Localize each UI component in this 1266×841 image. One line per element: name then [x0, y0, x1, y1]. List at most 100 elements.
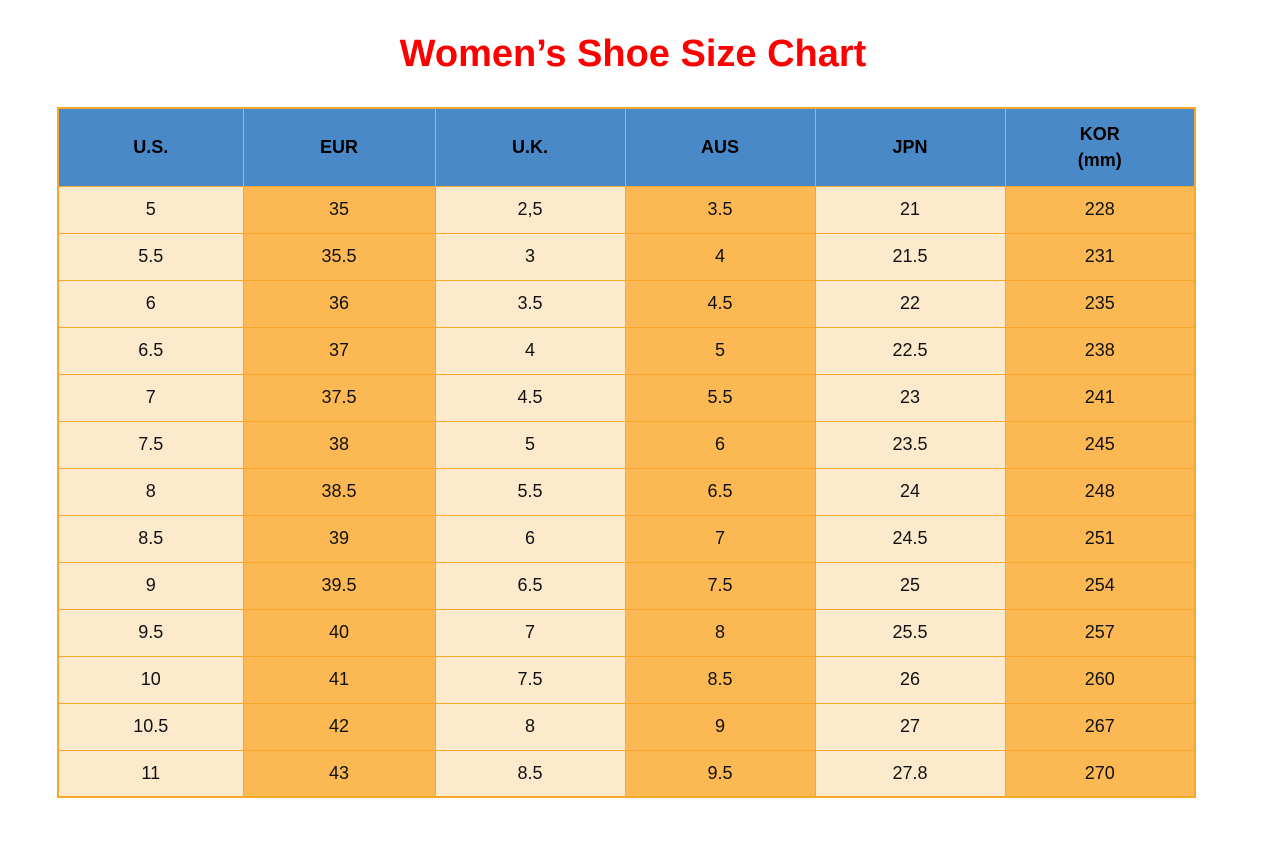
table-row: 11 43 8.5 9.5 27.8 270	[57, 749, 1196, 798]
table-cell: 5	[434, 420, 626, 469]
table-cell: 4	[434, 326, 626, 375]
column-header-kor-mm: KOR (mm)	[1004, 107, 1196, 187]
table-cell: 9	[624, 702, 816, 751]
table-cell: 41	[242, 655, 436, 704]
table-cell: 39	[242, 514, 436, 563]
table-cell: 6	[434, 514, 626, 563]
table-cell: 22	[814, 279, 1006, 328]
shoe-size-table-container: U.S. EUR U.K. AUS JPN KOR (mm) 5 35 2,5 3.5 21 228 5…	[57, 107, 1196, 798]
table-cell: 270	[1004, 749, 1196, 798]
table-cell: 8.5	[434, 749, 626, 798]
table-cell: 21	[814, 185, 1006, 234]
table-cell: 7	[624, 514, 816, 563]
table-cell: 10.5	[57, 702, 244, 751]
table-cell: 40	[242, 608, 436, 657]
table-cell: 3.5	[624, 185, 816, 234]
table-cell: 42	[242, 702, 436, 751]
table-cell: 9.5	[624, 749, 816, 798]
table-cell: 23.5	[814, 420, 1006, 469]
table-cell: 36	[242, 279, 436, 328]
table-row: 5 35 2,5 3.5 21 228	[57, 185, 1196, 234]
table-row: 7 37.5 4.5 5.5 23 241	[57, 373, 1196, 422]
table-cell: 5.5	[434, 467, 626, 516]
table-cell: 241	[1004, 373, 1196, 422]
table-cell: 5.5	[57, 232, 244, 281]
table-row: 8.5 39 6 7 24.5 251	[57, 514, 1196, 563]
table-row: 6.5 37 4 5 22.5 238	[57, 326, 1196, 375]
table-cell: 2,5	[434, 185, 626, 234]
table-cell: 23	[814, 373, 1006, 422]
table-cell: 7.5	[57, 420, 244, 469]
table-cell: 254	[1004, 561, 1196, 610]
shoe-size-table: U.S. EUR U.K. AUS JPN KOR (mm) 5 35 2,5 3.5 21 228 5…	[57, 107, 1196, 798]
column-header-jpn: JPN	[814, 107, 1006, 187]
table-cell: 260	[1004, 655, 1196, 704]
table-cell: 4	[624, 232, 816, 281]
table-cell: 25.5	[814, 608, 1006, 657]
table-cell: 245	[1004, 420, 1196, 469]
header-row: U.S. EUR U.K. AUS JPN KOR (mm)	[57, 107, 1196, 187]
table-cell: 4.5	[434, 373, 626, 422]
table-cell: 4.5	[624, 279, 816, 328]
table-cell: 6.5	[57, 326, 244, 375]
table-row: 9 39.5 6.5 7.5 25 254	[57, 561, 1196, 610]
table-row: 10 41 7.5 8.5 26 260	[57, 655, 1196, 704]
table-cell: 6	[624, 420, 816, 469]
table-cell: 39.5	[242, 561, 436, 610]
column-header-eur: EUR	[242, 107, 436, 187]
table-row: 9.5 40 7 8 25.5 257	[57, 608, 1196, 657]
table-cell: 6.5	[624, 467, 816, 516]
table-cell: 8	[624, 608, 816, 657]
table-cell: 228	[1004, 185, 1196, 234]
table-cell: 9	[57, 561, 244, 610]
table-cell: 9.5	[57, 608, 244, 657]
table-cell: 35	[242, 185, 436, 234]
column-header-u-s: U.S.	[57, 107, 244, 187]
page-title: Women’s Shoe Size Chart	[399, 33, 867, 75]
table-cell: 8.5	[57, 514, 244, 563]
table-cell: 235	[1004, 279, 1196, 328]
table-cell: 38.5	[242, 467, 436, 516]
column-header-aus: AUS	[624, 107, 816, 187]
table-body: 5 35 2,5 3.5 21 228 5.5 35.5 3 4 21.5 231 6 36 3.5 4.5 2…	[57, 185, 1196, 798]
table-cell: 21.5	[814, 232, 1006, 281]
table-cell: 10	[57, 655, 244, 704]
table-cell: 35.5	[242, 232, 436, 281]
table-cell: 27	[814, 702, 1006, 751]
table-cell: 3	[434, 232, 626, 281]
table-cell: 26	[814, 655, 1006, 704]
table-cell: 5.5	[624, 373, 816, 422]
table-cell: 251	[1004, 514, 1196, 563]
table-cell: 11	[57, 749, 244, 798]
table-cell: 24	[814, 467, 1006, 516]
table-cell: 37.5	[242, 373, 436, 422]
table-row: 7.5 38 5 6 23.5 245	[57, 420, 1196, 469]
table-row: 6 36 3.5 4.5 22 235	[57, 279, 1196, 328]
table-cell: 7	[434, 608, 626, 657]
table-cell: 43	[242, 749, 436, 798]
table-cell: 6	[57, 279, 244, 328]
table-row: 8 38.5 5.5 6.5 24 248	[57, 467, 1196, 516]
table-cell: 7	[57, 373, 244, 422]
table-cell: 24.5	[814, 514, 1006, 563]
table-cell: 231	[1004, 232, 1196, 281]
table-row: 5.5 35.5 3 4 21.5 231	[57, 232, 1196, 281]
table-cell: 3.5	[434, 279, 626, 328]
table-cell: 7.5	[624, 561, 816, 610]
table-cell: 5	[624, 326, 816, 375]
table-cell: 248	[1004, 467, 1196, 516]
table-cell: 267	[1004, 702, 1196, 751]
table-cell: 22.5	[814, 326, 1006, 375]
table-cell: 37	[242, 326, 436, 375]
table-cell: 8	[434, 702, 626, 751]
table-cell: 238	[1004, 326, 1196, 375]
table-row: 10.5 42 8 9 27 267	[57, 702, 1196, 751]
table-cell: 5	[57, 185, 244, 234]
table-cell: 25	[814, 561, 1006, 610]
table-cell: 257	[1004, 608, 1196, 657]
table-cell: 6.5	[434, 561, 626, 610]
table-cell: 7.5	[434, 655, 626, 704]
table-cell: 38	[242, 420, 436, 469]
table-cell: 27.8	[814, 749, 1006, 798]
column-header-u-k: U.K.	[434, 107, 626, 187]
